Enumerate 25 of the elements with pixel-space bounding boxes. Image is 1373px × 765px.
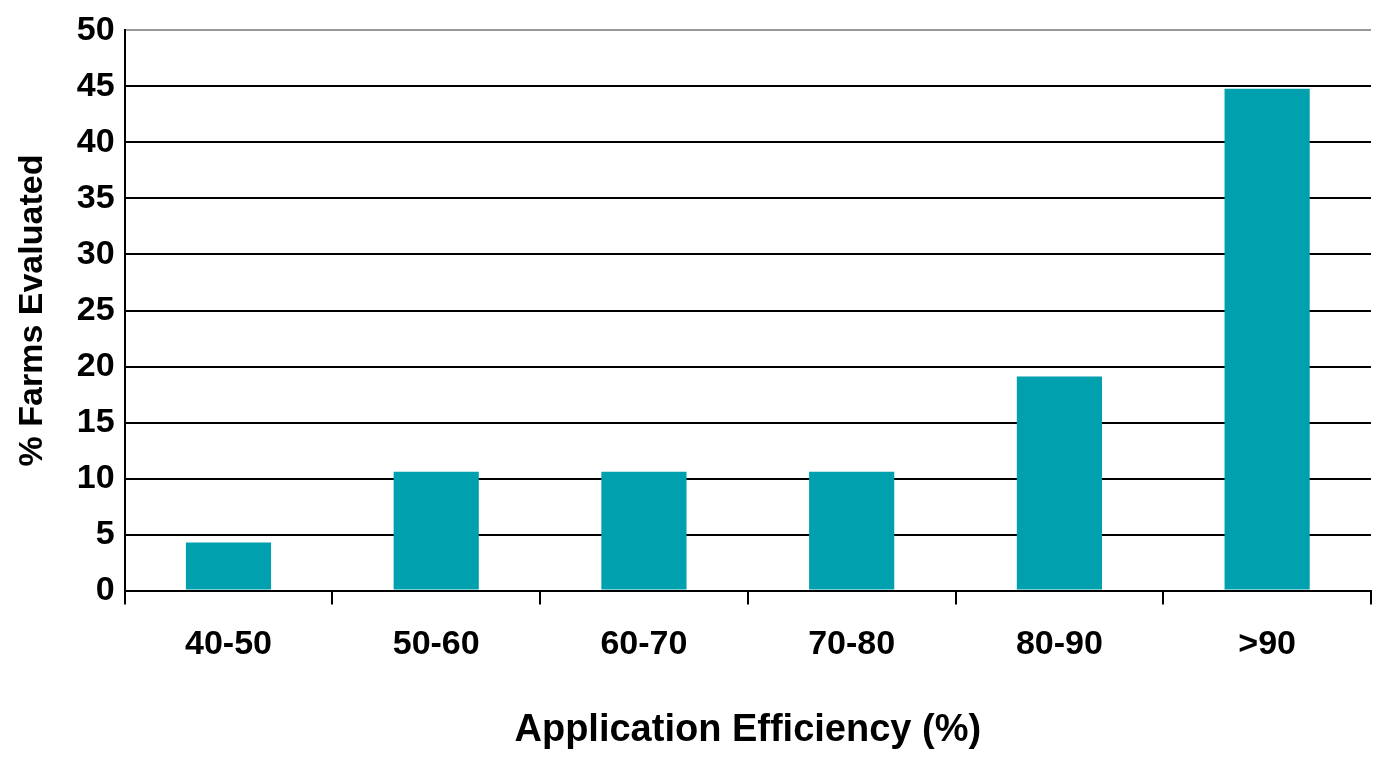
bar bbox=[1224, 88, 1310, 590]
x-tick-label: 80-90 bbox=[1015, 623, 1103, 662]
bar bbox=[1016, 376, 1102, 590]
bar bbox=[393, 471, 479, 590]
bar bbox=[601, 471, 687, 590]
x-tick-label: 70-80 bbox=[808, 623, 896, 662]
y-axis-title: % Farms Evaluated bbox=[10, 154, 49, 467]
x-tick-label: 60-70 bbox=[600, 623, 688, 662]
y-tick-label: 40 bbox=[76, 120, 115, 159]
y-tick-label: 35 bbox=[76, 176, 115, 215]
y-tick-label: 5 bbox=[95, 512, 115, 551]
bar bbox=[809, 471, 895, 590]
y-tick-label: 10 bbox=[76, 456, 115, 495]
y-tick-label: 45 bbox=[76, 64, 115, 103]
y-tick-label: 15 bbox=[76, 400, 115, 439]
y-tick-label: 50 bbox=[76, 8, 115, 47]
x-tick-label: 50-60 bbox=[392, 623, 480, 662]
y-tick-label: 20 bbox=[76, 344, 115, 383]
x-tick-label: 40-50 bbox=[185, 623, 272, 662]
y-tick-label: 30 bbox=[76, 232, 115, 271]
y-tick-label: 25 bbox=[76, 288, 115, 327]
y-tick-label: 0 bbox=[95, 568, 115, 607]
x-tick-label: >90 bbox=[1238, 623, 1296, 662]
x-axis-title: Application Efficiency (%) bbox=[514, 706, 982, 749]
bar bbox=[185, 542, 272, 590]
